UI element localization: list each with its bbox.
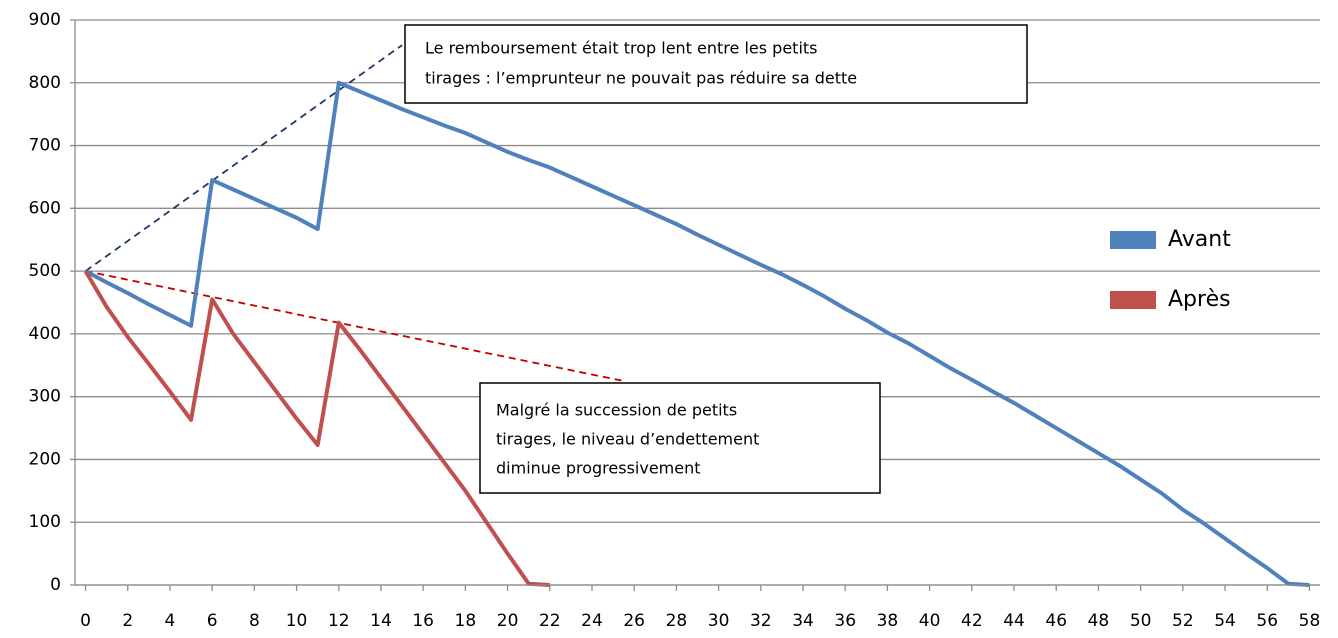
x-tick-label: 2: [122, 611, 133, 631]
x-tick-label: 58: [1299, 611, 1321, 631]
y-tick-label: 600: [29, 198, 61, 218]
y-tick-label: 100: [29, 512, 61, 532]
y-tick-label: 400: [29, 324, 61, 344]
annotation-text: diminue progressivement: [496, 459, 701, 478]
x-tick-label: 12: [328, 611, 350, 631]
x-tick-label: 22: [539, 611, 561, 631]
annotation-text: tirages, le niveau d’endettement: [496, 430, 759, 449]
x-tick-label: 48: [1088, 611, 1110, 631]
x-tick-label: 6: [207, 611, 218, 631]
annotation-text: Le remboursement était trop lent entre l…: [425, 39, 818, 58]
series-line: [83, 270, 550, 587]
x-tick-label: 34: [792, 611, 814, 631]
x-tick-label: 30: [708, 611, 730, 631]
x-tick-label: 4: [165, 611, 176, 631]
x-tick-label: 26: [623, 611, 645, 631]
x-tick-label: 16: [412, 611, 434, 631]
x-tick-label: 10: [286, 611, 308, 631]
annotation-box: [404, 24, 1028, 104]
y-tick-label: 300: [29, 387, 61, 407]
annotation-box: [479, 382, 881, 494]
x-tick-label: 52: [1172, 611, 1194, 631]
x-tick-label: 46: [1045, 611, 1067, 631]
annotation-text: tirages : l’emprunteur ne pouvait pas ré…: [425, 69, 857, 88]
x-tick-label: 40: [919, 611, 941, 631]
x-tick-label: 38: [877, 611, 899, 631]
x-tick-label: 36: [834, 611, 856, 631]
x-tick-label: 14: [370, 611, 392, 631]
x-tick-label: 42: [961, 611, 983, 631]
y-tick-label: 900: [29, 10, 61, 30]
x-tick-label: 50: [1130, 611, 1152, 631]
legend-swatch: [1110, 231, 1156, 249]
annotation-text: Malgré la succession de petits: [496, 401, 737, 420]
trend-line: [85, 44, 403, 272]
x-tick-label: 56: [1256, 611, 1278, 631]
x-tick-label: 28: [666, 611, 688, 631]
legend-label: Après: [1168, 287, 1231, 312]
trend-line: [85, 270, 624, 382]
series-line: [84, 80, 1310, 587]
legend-label: Avant: [1168, 227, 1231, 252]
x-tick-label: 8: [249, 611, 260, 631]
y-tick-label: 500: [29, 261, 61, 281]
x-tick-label: 24: [581, 611, 603, 631]
x-tick-label: 44: [1003, 611, 1025, 631]
y-tick-label: 200: [29, 449, 61, 469]
x-tick-label: 32: [750, 611, 772, 631]
x-tick-label: 18: [455, 611, 477, 631]
legend-swatch: [1110, 291, 1156, 309]
x-tick-label: 20: [497, 611, 519, 631]
y-tick-label: 800: [29, 73, 61, 93]
y-tick-label: 0: [50, 575, 61, 595]
x-tick-label: 54: [1214, 611, 1236, 631]
x-tick-label: 0: [80, 611, 91, 631]
y-tick-label: 700: [29, 136, 61, 156]
